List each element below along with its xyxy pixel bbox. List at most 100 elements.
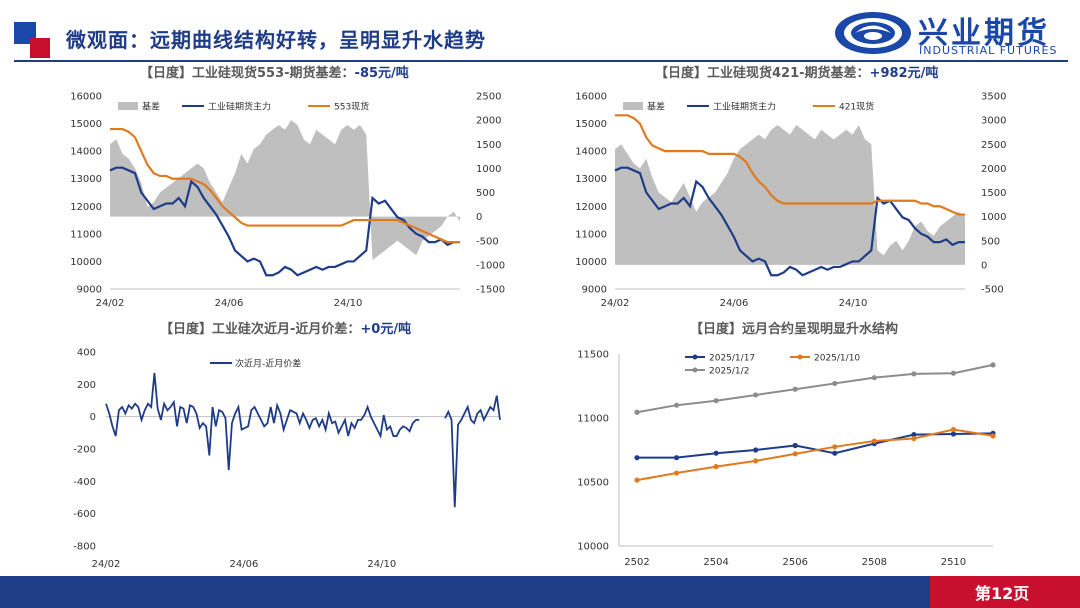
curve-line — [637, 432, 994, 459]
chart3-title-prefix: 【日度】工业硅次近月-近月价差： — [160, 322, 361, 337]
left-tick-label: 15000 — [575, 119, 607, 130]
right-tick-label: -1500 — [476, 285, 505, 296]
right-tick-label: 1500 — [476, 140, 501, 151]
curve-point — [792, 442, 798, 449]
left-tick-label: 16000 — [575, 92, 607, 103]
legend-label: 553现货 — [334, 101, 369, 113]
chart4-title-prefix: 【日度】远月合约呈现明显升水结构 — [690, 322, 899, 337]
x-tick-label: 24/06 — [215, 298, 244, 309]
chart1-title-prefix: 【日度】工业硅现货553-期货基差： — [140, 66, 355, 81]
curve-point — [832, 444, 838, 450]
chart1-basis-553: 1600015000140001300012000110001000090002… — [70, 92, 505, 310]
curve-point — [713, 450, 719, 456]
left-tick-label: 13000 — [575, 174, 607, 185]
curve-line — [636, 428, 994, 482]
right-tick-label: 0 — [981, 260, 987, 271]
curve-point — [673, 402, 680, 408]
legend-marker — [797, 354, 803, 360]
x-tick-label: 2504 — [703, 557, 728, 568]
x-tick-label: 24/02 — [96, 298, 125, 309]
right-tick-label: 3500 — [981, 92, 1006, 103]
page-title: 微观面：远期曲线结构好转，呈明显升水趋势 — [66, 28, 486, 52]
legend-marker — [692, 367, 698, 373]
curve-point — [753, 447, 759, 453]
legend-label: 基差 — [142, 101, 160, 113]
x-tick-label: 24/06 — [229, 559, 258, 570]
chart3-title-value: +0元/吨 — [360, 322, 412, 337]
left-tick-label: 14000 — [70, 147, 102, 158]
left-tick-label: 16000 — [70, 92, 102, 103]
left-tick-label: 10000 — [70, 257, 102, 268]
curve-point — [673, 455, 680, 461]
spot-line — [615, 114, 965, 216]
x-tick-label: 24/06 — [720, 298, 749, 309]
curve-point — [871, 438, 877, 444]
right-tick-label: 3000 — [981, 116, 1006, 127]
legend-swatch — [118, 102, 138, 110]
page-number: 第12页 — [975, 584, 1030, 603]
right-tick-label: 0 — [476, 212, 482, 223]
x-tick-label: 24/02 — [92, 559, 121, 570]
right-tick-label: 500 — [981, 236, 1000, 247]
right-tick-label: 2000 — [476, 116, 501, 127]
curve-line — [636, 363, 994, 414]
chart4-title: 【日度】远月合约呈现明显升水结构 — [690, 318, 898, 337]
curve-point — [634, 409, 640, 415]
left-tick-label: -800 — [73, 542, 96, 553]
x-tick-label: 2508 — [862, 557, 887, 568]
left-tick-label: 11000 — [575, 229, 607, 240]
legend-label: 工业硅期货主力 — [713, 101, 776, 113]
curve-point — [911, 435, 917, 442]
left-tick-label: 10000 — [577, 542, 609, 553]
curve-point — [832, 450, 838, 456]
left-tick-label: 13000 — [70, 174, 102, 185]
curve-point — [753, 458, 759, 464]
x-tick-label: 24/10 — [839, 298, 868, 309]
x-tick-label: 24/10 — [334, 298, 363, 309]
right-tick-label: -1000 — [476, 260, 505, 271]
chart2-title: 【日度】工业硅现货421-期货基差：+982元/吨 — [655, 62, 938, 81]
chart2-title-prefix: 【日度】工业硅现货421-期货基差： — [655, 66, 870, 81]
left-tick-label: 11000 — [577, 414, 609, 425]
left-tick-label: -400 — [73, 477, 96, 488]
curve-point — [792, 386, 798, 392]
curve-point — [911, 432, 917, 438]
curve-point — [792, 451, 798, 457]
legend-marker — [692, 354, 698, 360]
left-tick-label: -600 — [73, 509, 96, 520]
legend-label: 基差 — [647, 101, 665, 113]
right-tick-label: -500 — [981, 285, 1004, 296]
left-tick-label: 10000 — [575, 257, 607, 268]
curve-point — [753, 392, 759, 398]
legend-label: 421现货 — [839, 101, 874, 113]
right-tick-label: 2000 — [981, 164, 1006, 175]
left-tick-label: -200 — [73, 445, 96, 456]
left-tick-label: 400 — [77, 348, 96, 359]
curve-point — [950, 370, 957, 376]
left-tick-label: 9000 — [77, 285, 102, 296]
legend-label: 2025/1/17 — [709, 354, 755, 364]
legend-label: 2025/1/10 — [814, 354, 860, 364]
x-tick-label: 24/02 — [601, 298, 630, 309]
x-tick-label: 2506 — [782, 557, 807, 568]
left-tick-label: 15000 — [70, 119, 102, 130]
curve-point — [950, 431, 957, 437]
legend-swatch — [623, 102, 643, 110]
chart1-title: 【日度】工业硅现货553-期货基差：-85元/吨 — [140, 62, 409, 81]
left-tick-label: 200 — [77, 380, 96, 391]
basis-area — [110, 120, 460, 261]
curve-point — [950, 426, 957, 433]
curve-point — [634, 455, 640, 461]
left-tick-label: 14000 — [575, 147, 607, 158]
curve-point — [990, 433, 996, 439]
curve-point — [713, 464, 719, 470]
curve-point — [634, 477, 640, 483]
right-tick-label: 500 — [476, 188, 495, 199]
x-tick-label: 24/10 — [367, 559, 396, 570]
right-tick-label: 1000 — [476, 164, 501, 175]
chart1-title-value: -85元/吨 — [354, 66, 409, 81]
logo-chinese-name: 兴业期货 — [918, 16, 1050, 51]
curve-point — [832, 380, 838, 387]
left-tick-label: 12000 — [70, 202, 102, 213]
curve-point — [911, 371, 917, 377]
